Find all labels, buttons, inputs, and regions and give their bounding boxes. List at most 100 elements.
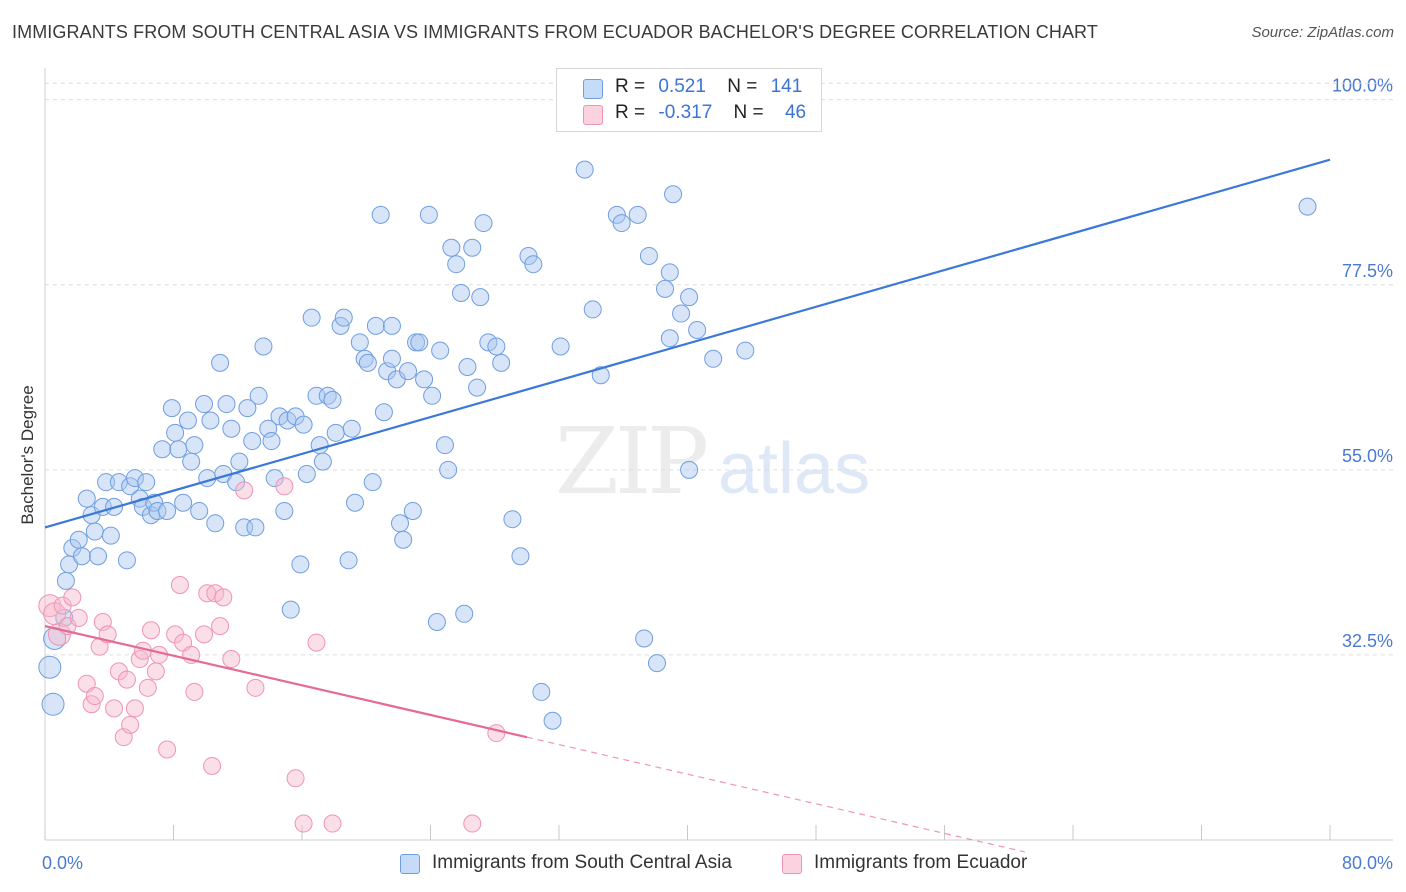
point-south-central-asia <box>374 403 393 422</box>
point-south-central-asia <box>342 419 361 438</box>
legend-n-label: N = <box>727 76 758 97</box>
point-south-central-asia <box>382 349 401 368</box>
point-south-central-asia <box>419 205 438 224</box>
point-ecuador <box>138 678 157 697</box>
point-south-central-asia <box>394 530 413 549</box>
point-south-central-asia <box>664 185 683 204</box>
point-south-central-asia <box>583 300 602 319</box>
point-south-central-asia <box>366 316 385 335</box>
y-tick-label: 32.5% <box>1342 631 1393 651</box>
legend-r-label: R = <box>615 76 646 97</box>
point-south-central-asia <box>647 654 666 673</box>
legend-n-label: N = <box>733 102 764 123</box>
point-south-central-asia <box>431 341 450 360</box>
point-ecuador <box>150 645 169 664</box>
point-south-central-asia <box>435 436 454 455</box>
point-south-central-asia <box>281 600 300 619</box>
point-south-central-asia <box>382 316 401 335</box>
point-south-central-asia <box>294 415 313 434</box>
point-south-central-asia <box>543 711 562 730</box>
legend-stats-pink: R = -0.317 N = 46 <box>615 102 806 124</box>
point-ecuador <box>105 699 124 718</box>
point-south-central-asia <box>363 473 382 492</box>
point-south-central-asia <box>243 432 262 451</box>
point-south-central-asia <box>230 452 249 471</box>
point-ecuador <box>69 608 88 627</box>
y-tick-label: 55.0% <box>1342 446 1393 466</box>
point-ecuador <box>286 769 305 788</box>
point-ecuador <box>63 588 82 607</box>
point-south-central-asia <box>612 214 631 233</box>
point-south-central-asia <box>195 395 214 414</box>
watermark-atlas: atlas <box>718 429 871 509</box>
point-south-central-asia <box>334 308 353 327</box>
point-south-central-asia <box>323 390 342 409</box>
point-south-central-asia <box>153 440 172 459</box>
legend-n-value: 141 <box>770 76 803 97</box>
point-south-central-asia <box>680 288 699 307</box>
point-south-central-asia <box>162 399 181 418</box>
point-south-central-asia <box>427 613 446 632</box>
point-south-central-asia <box>254 337 273 356</box>
source-credit: Source: ZipAtlas.com <box>1251 24 1394 41</box>
point-south-central-asia <box>38 655 62 679</box>
point-south-central-asia <box>358 353 377 372</box>
point-ecuador <box>214 588 233 607</box>
trendline-ecuador <box>44 625 528 739</box>
point-south-central-asia <box>137 473 156 492</box>
point-ecuador <box>222 650 241 669</box>
point-ecuador <box>307 633 326 652</box>
point-south-central-asia <box>503 510 522 529</box>
point-south-central-asia <box>339 551 358 570</box>
point-ecuador <box>195 625 214 644</box>
point-south-central-asia <box>458 358 477 377</box>
point-south-central-asia <box>346 493 365 512</box>
point-south-central-asia <box>182 452 201 471</box>
point-south-central-asia <box>101 526 120 545</box>
point-south-central-asia <box>487 337 506 356</box>
point-south-central-asia <box>178 411 197 430</box>
point-south-central-asia <box>190 501 209 520</box>
y-tick-label: 100.0% <box>1332 76 1393 96</box>
point-south-central-asia <box>125 469 144 488</box>
point-south-central-asia <box>660 263 679 282</box>
point-south-central-asia <box>672 304 691 323</box>
point-south-central-asia <box>262 432 281 451</box>
point-south-central-asia <box>447 255 466 274</box>
point-south-central-asia <box>297 464 316 483</box>
point-south-central-asia <box>85 522 104 541</box>
correlation-legend: R = 0.521 N = 141 R = -0.317 N = 46 <box>556 68 822 132</box>
legend-r-value: -0.317 <box>658 102 713 123</box>
point-south-central-asia <box>423 386 442 405</box>
point-ecuador <box>463 814 482 833</box>
point-south-central-asia <box>169 440 188 459</box>
point-south-central-asia <box>222 419 241 438</box>
point-ecuador <box>121 715 140 734</box>
point-south-central-asia <box>479 333 498 352</box>
point-ecuador <box>185 682 204 701</box>
point-ecuador <box>146 662 165 681</box>
point-ecuador <box>487 724 506 743</box>
point-south-central-asia <box>158 501 177 520</box>
point-south-central-asia <box>736 341 755 360</box>
point-south-central-asia <box>302 308 321 327</box>
legend-n-value: 46 <box>784 102 807 123</box>
point-south-central-asia <box>313 452 332 471</box>
point-south-central-asia <box>511 547 530 566</box>
point-south-central-asia <box>492 353 511 372</box>
point-south-central-asia <box>72 547 91 566</box>
point-south-central-asia <box>326 423 345 442</box>
point-south-central-asia <box>455 604 474 623</box>
point-south-central-asia <box>656 279 675 298</box>
point-south-central-asia <box>468 378 487 397</box>
x-tick-label-min: 0.0% <box>42 853 83 873</box>
legend-stats-blue: R = 0.521 N = 141 <box>615 76 802 98</box>
point-south-central-asia <box>148 501 167 520</box>
point-south-central-asia <box>270 407 289 426</box>
point-ecuador <box>206 584 225 603</box>
point-south-central-asia <box>403 501 422 520</box>
point-south-central-asia <box>117 551 136 570</box>
chart-title: IMMIGRANTS FROM SOUTH CENTRAL ASIA VS IM… <box>12 22 1098 42</box>
point-ecuador <box>142 621 161 640</box>
